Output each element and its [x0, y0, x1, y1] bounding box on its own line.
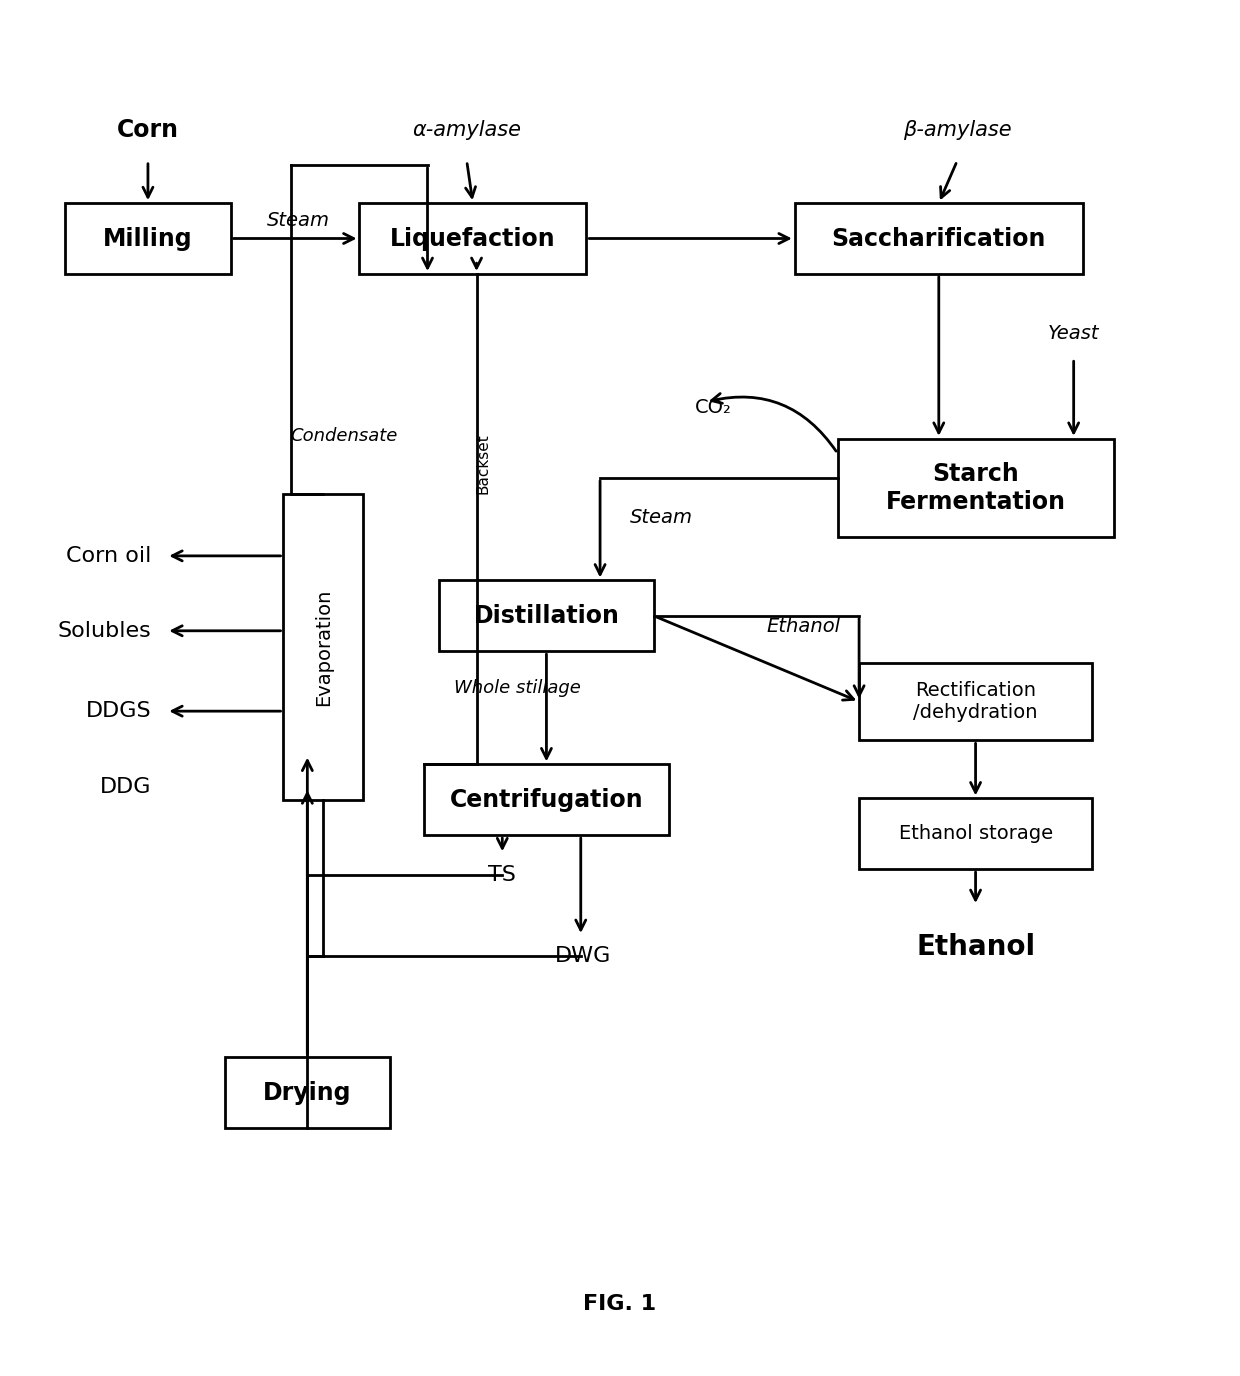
Text: Starch
Fermentation: Starch Fermentation [885, 462, 1065, 513]
Text: Corn oil: Corn oil [66, 546, 151, 566]
Text: β-amylase: β-amylase [903, 120, 1012, 139]
Text: Centrifugation: Centrifugation [450, 787, 644, 812]
Text: DDG: DDG [100, 777, 151, 798]
Text: Ethanol: Ethanol [916, 933, 1035, 960]
Bar [859, 663, 1092, 740]
Text: FIG. 1: FIG. 1 [584, 1293, 656, 1314]
Bar [859, 798, 1092, 870]
Text: Ethanol storage: Ethanol storage [899, 824, 1053, 843]
Text: Drying: Drying [263, 1080, 352, 1105]
Text: Condensate: Condensate [290, 427, 398, 444]
Bar [439, 581, 653, 651]
Bar [66, 204, 231, 274]
Text: TS: TS [489, 864, 516, 885]
Bar [224, 1057, 391, 1128]
Text: DWG: DWG [556, 947, 611, 966]
Bar [284, 494, 363, 801]
Text: Evaporation: Evaporation [314, 589, 332, 706]
Text: Saccharification: Saccharification [832, 227, 1047, 250]
Text: Whole stillage: Whole stillage [454, 678, 580, 698]
Text: CO₂: CO₂ [694, 398, 732, 417]
Text: Liquefaction: Liquefaction [391, 227, 556, 250]
Bar [360, 204, 587, 274]
Text: Ethanol: Ethanol [766, 618, 841, 636]
Text: Rectification
/dehydration: Rectification /dehydration [914, 681, 1038, 722]
Bar [424, 764, 670, 835]
Text: Corn: Corn [117, 117, 179, 142]
Bar [795, 204, 1083, 274]
Text: Solubles: Solubles [58, 621, 151, 641]
Text: Distillation: Distillation [474, 604, 619, 627]
Text: α-amylase: α-amylase [412, 120, 521, 139]
Text: Steam: Steam [630, 508, 693, 527]
Bar [838, 439, 1114, 537]
Text: Backset: Backset [475, 433, 490, 494]
Text: Yeast: Yeast [1048, 325, 1100, 344]
Text: Steam: Steam [268, 212, 330, 230]
Text: DDGS: DDGS [86, 702, 151, 721]
Text: Milling: Milling [103, 227, 192, 250]
